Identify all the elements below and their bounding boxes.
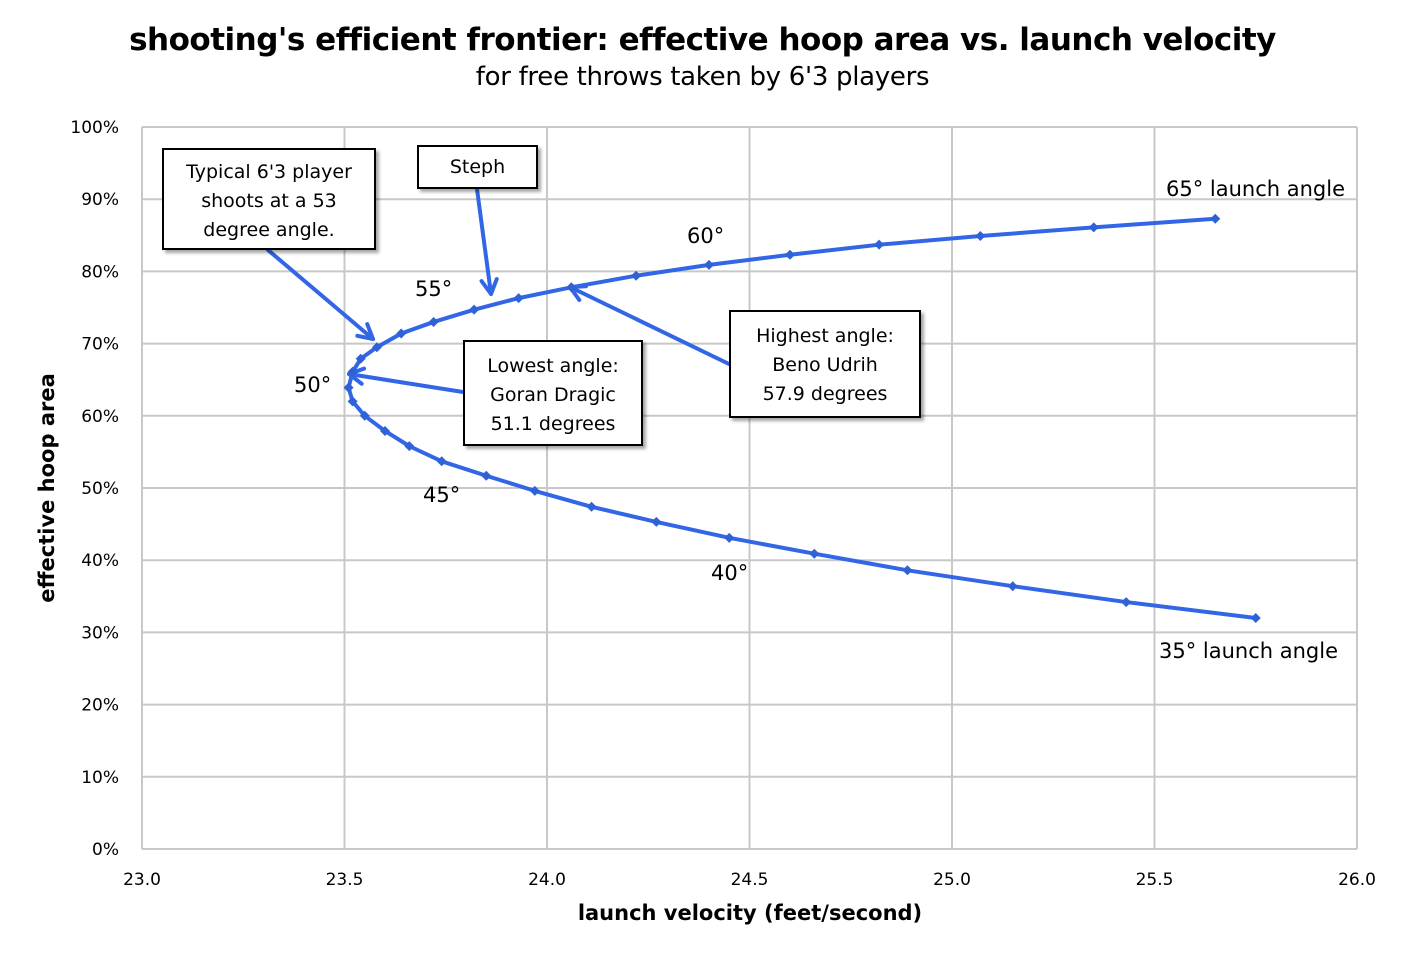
- diamond-marker-icon: [809, 548, 820, 559]
- diamond-marker-icon: [566, 282, 577, 293]
- diamond-marker-icon: [1210, 213, 1221, 224]
- diamond-marker-icon: [1121, 597, 1132, 608]
- x-tick-label: 25.5: [1136, 870, 1174, 890]
- callout-steph: Steph: [417, 145, 538, 189]
- y-tick-label: 90%: [81, 190, 119, 210]
- diamond-marker-icon: [631, 270, 642, 281]
- y-tick-label: 20%: [81, 696, 119, 716]
- x-tick-label: 23.5: [326, 870, 364, 890]
- diamond-marker-icon: [347, 396, 358, 407]
- y-tick-label: 100%: [70, 118, 119, 138]
- label-65-launch-angle: 65° launch angle: [1166, 177, 1345, 201]
- diamond-marker-icon: [785, 249, 795, 260]
- callout-line: Goran Dragic: [490, 384, 616, 406]
- callout-highest-angle: Highest angle: Beno Udrih 57.9 degrees: [729, 310, 921, 418]
- label-60-degrees: 60°: [687, 224, 724, 248]
- diamond-marker-icon: [975, 231, 986, 242]
- y-tick-label: 10%: [81, 768, 119, 788]
- diamond-marker-icon: [404, 441, 415, 452]
- callout-line: shoots at a 53: [201, 190, 337, 212]
- diamond-marker-icon: [343, 382, 354, 393]
- y-tick-label: 30%: [81, 623, 119, 643]
- y-tick-label: 50%: [81, 479, 119, 499]
- diamond-marker-icon: [481, 470, 492, 481]
- callout-line: Steph: [449, 156, 506, 178]
- callout-line: 51.1 degrees: [490, 413, 616, 435]
- y-tick-label: 70%: [81, 335, 119, 355]
- y-axis-ticks: 0% 10% 20% 30% 40% 50% 60% 70% 80% 90% 100%: [70, 118, 119, 860]
- diamond-marker-icon: [704, 259, 714, 270]
- diamond-marker-icon: [380, 425, 390, 436]
- label-50-degrees: 50°: [294, 373, 331, 397]
- label-35-launch-angle: 35° launch angle: [1159, 639, 1338, 663]
- label-40-degrees: 40°: [711, 561, 748, 585]
- diamond-marker-icon: [651, 516, 662, 527]
- diamond-marker-icon: [902, 565, 913, 576]
- arrow-typical-player-icon: [266, 248, 375, 341]
- diamond-marker-icon: [355, 353, 366, 364]
- callout-typical-player: Typical 6'3 player shoots at a 53 degree…: [162, 148, 376, 250]
- diamond-marker-icon: [1250, 612, 1261, 623]
- diamond-marker-icon: [586, 501, 597, 512]
- chart-subtitle: for free throws taken by 6'3 players: [475, 62, 930, 92]
- diamond-marker-icon: [396, 328, 407, 339]
- callout-lowest-angle: Lowest angle: Goran Dragic 51.1 degrees: [463, 340, 643, 446]
- diamond-marker-icon: [513, 293, 524, 304]
- diamond-marker-icon: [469, 304, 480, 315]
- y-tick-label: 40%: [81, 551, 119, 571]
- callout-line: Highest angle:: [756, 325, 894, 347]
- y-tick-label: 60%: [81, 407, 119, 427]
- diamond-marker-icon: [1007, 581, 1018, 592]
- diamond-marker-icon: [529, 485, 540, 496]
- callout-line: Typical 6'3 player: [186, 161, 352, 183]
- y-tick-label: 0%: [92, 840, 119, 860]
- label-55-degrees: 55°: [415, 277, 452, 301]
- callout-line: degree angle.: [203, 219, 335, 241]
- diamond-marker-icon: [371, 342, 382, 353]
- diamond-marker-icon: [359, 410, 370, 421]
- callout-line: Lowest angle:: [487, 355, 619, 377]
- x-tick-label: 25.0: [933, 870, 971, 890]
- diamond-marker-icon: [874, 239, 885, 250]
- diamond-marker-icon: [347, 366, 358, 377]
- diamond-marker-icon: [436, 456, 447, 467]
- callout-line: 57.9 degrees: [762, 383, 888, 405]
- callout-line: Beno Udrih: [772, 354, 878, 376]
- x-tick-label: 24.5: [731, 870, 769, 890]
- chart-title: shooting's efficient frontier: effective…: [129, 22, 1276, 58]
- label-45-degrees: 45°: [423, 483, 460, 507]
- diamond-marker-icon: [428, 316, 439, 327]
- y-axis-title: effective hoop area: [35, 373, 59, 603]
- diamond-marker-icon: [1088, 222, 1099, 233]
- x-axis-ticks: 23.0 23.5 24.0 24.5 25.0 25.5 26.0: [123, 870, 1376, 890]
- arrow-lowest-angle-icon: [347, 366, 465, 394]
- arrow-steph-icon: [475, 187, 499, 296]
- callout-arrows: [266, 187, 731, 394]
- x-axis-title: launch velocity (feet/second): [578, 901, 922, 925]
- x-tick-label: 26.0: [1338, 870, 1376, 890]
- x-tick-label: 24.0: [528, 870, 566, 890]
- x-tick-label: 23.0: [123, 870, 161, 890]
- diamond-marker-icon: [724, 532, 735, 543]
- y-tick-label: 80%: [81, 262, 119, 282]
- data-series: [343, 213, 1261, 623]
